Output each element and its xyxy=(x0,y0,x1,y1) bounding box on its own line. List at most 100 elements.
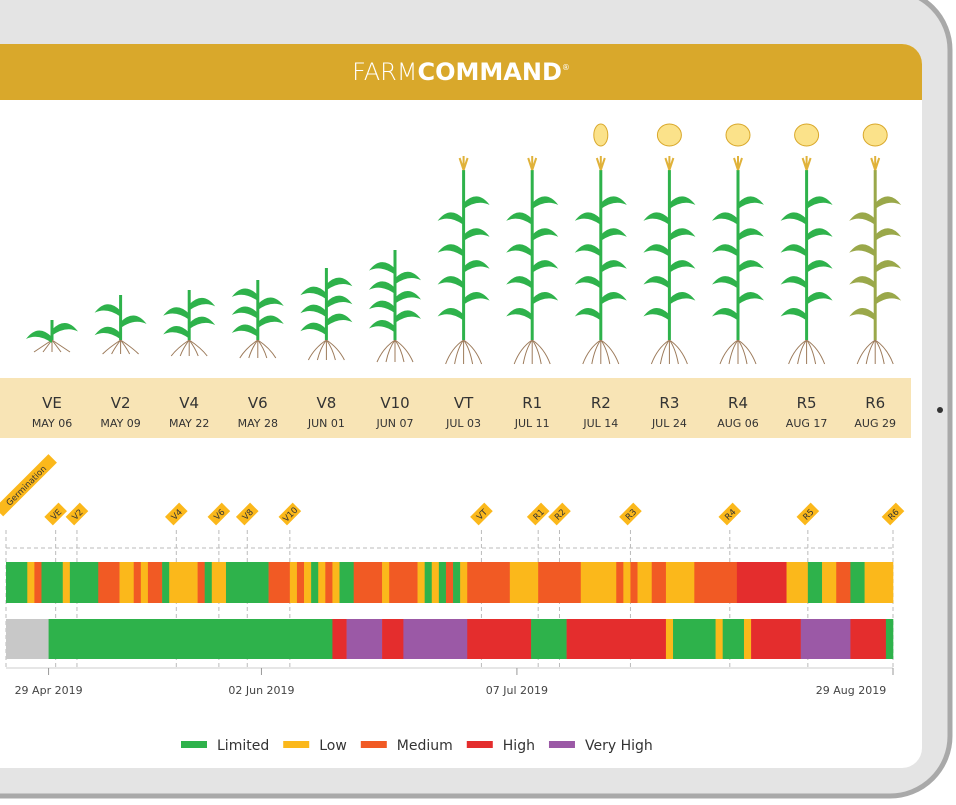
risk-segment xyxy=(886,619,893,659)
legend-label: Limited xyxy=(217,738,269,754)
risk-segment xyxy=(297,562,304,603)
risk-segment xyxy=(389,562,418,603)
risk-segment xyxy=(332,619,346,659)
risk-segment xyxy=(822,562,836,603)
stage-date: JUL 11 xyxy=(514,417,550,430)
stage-date: MAY 06 xyxy=(32,417,72,430)
risk-segment xyxy=(787,562,809,603)
stage-code: VE xyxy=(42,394,62,412)
stage-date: JUN 07 xyxy=(375,417,413,430)
kernel xyxy=(594,124,608,146)
stage-code: VT xyxy=(454,394,474,412)
risk-segment xyxy=(666,562,695,603)
risk-segment xyxy=(801,619,851,659)
legend-label: Very High xyxy=(585,738,653,754)
risk-segment xyxy=(290,562,297,603)
risk-segment xyxy=(141,562,148,603)
screen: FARMCOMMAND® VEMAY 06V2MAY 09V4MAY 22V6M… xyxy=(0,0,956,801)
stage-code: R6 xyxy=(865,394,885,412)
risk-segment xyxy=(538,562,581,603)
legend-swatch xyxy=(283,741,309,748)
risk-segment xyxy=(616,562,623,603)
risk-segment xyxy=(638,562,652,603)
risk-segment xyxy=(751,619,801,659)
risk-segment xyxy=(531,619,567,659)
risk-segment xyxy=(162,562,169,603)
risk-segment xyxy=(630,562,637,603)
risk-segment xyxy=(347,619,383,659)
risk-segment xyxy=(49,619,333,659)
risk-segment xyxy=(418,562,425,603)
stage-code: R4 xyxy=(728,394,748,412)
stage-code: V10 xyxy=(380,394,409,412)
stage-code: V6 xyxy=(248,394,268,412)
risk-segment xyxy=(6,619,49,659)
risk-segment xyxy=(453,562,460,603)
risk-segment xyxy=(27,562,34,603)
risk-segment xyxy=(737,562,787,603)
risk-segment xyxy=(467,619,531,659)
risk-segment xyxy=(269,562,291,603)
stage-date: MAY 09 xyxy=(100,417,140,430)
legend-swatch xyxy=(549,741,575,748)
risk-segment xyxy=(311,562,318,603)
risk-segment xyxy=(425,562,432,603)
risk-segment xyxy=(850,562,864,603)
stage-code: R1 xyxy=(522,394,542,412)
x-tick-label: 07 Jul 2019 xyxy=(486,684,548,697)
risk-segment xyxy=(694,562,737,603)
risk-segment xyxy=(652,562,666,603)
risk-segment xyxy=(134,562,141,603)
risk-segment xyxy=(98,562,120,603)
risk-segment xyxy=(744,619,751,659)
stage-date: AUG 06 xyxy=(717,417,759,430)
risk-segment xyxy=(836,562,850,603)
risk-segment xyxy=(318,562,325,603)
legend-label: Low xyxy=(319,738,347,754)
risk-segment xyxy=(481,562,510,603)
stage-code: V2 xyxy=(111,394,131,412)
risk-segment xyxy=(808,562,822,603)
risk-segment xyxy=(354,562,383,603)
risk-segment xyxy=(865,562,894,603)
legend-swatch xyxy=(181,741,207,748)
stage-date: JUN 01 xyxy=(307,417,345,430)
stage-code: R3 xyxy=(659,394,679,412)
stage-date: AUG 29 xyxy=(854,417,896,430)
brand-mark: ® xyxy=(562,63,570,72)
risk-segment xyxy=(169,562,198,603)
risk-segment xyxy=(850,619,886,659)
kernel xyxy=(795,124,819,146)
risk-segment xyxy=(6,562,28,603)
brand-light: FARM xyxy=(352,58,417,86)
legend-swatch xyxy=(361,741,387,748)
stage-code: R5 xyxy=(797,394,817,412)
kernel xyxy=(657,124,681,146)
risk-segment xyxy=(510,562,539,603)
risk-segment xyxy=(63,562,70,603)
stage-date: JUL 14 xyxy=(582,417,618,430)
risk-segment xyxy=(340,562,354,603)
risk-segment xyxy=(673,619,716,659)
risk-segment xyxy=(212,562,226,603)
risk-segment xyxy=(34,562,41,603)
risk-segment xyxy=(332,562,339,603)
risk-segment xyxy=(581,562,617,603)
kernel xyxy=(726,124,750,146)
stage-date: JUL 03 xyxy=(445,417,481,430)
x-tick-label: 29 Apr 2019 xyxy=(15,684,83,697)
risk-segment xyxy=(467,562,481,603)
risk-segment xyxy=(439,562,446,603)
risk-segment xyxy=(325,562,332,603)
risk-segment xyxy=(567,619,667,659)
brand-bold: COMMAND xyxy=(418,58,562,86)
risk-segment xyxy=(382,619,404,659)
brand: FARMCOMMAND® xyxy=(352,58,570,86)
legend-label: Medium xyxy=(397,738,453,754)
stage-code: V4 xyxy=(179,394,199,412)
tablet-sensor xyxy=(937,407,943,413)
stage-date: AUG 17 xyxy=(786,417,828,430)
risk-segment xyxy=(148,562,162,603)
risk-segment xyxy=(623,562,630,603)
risk-segment xyxy=(304,562,311,603)
